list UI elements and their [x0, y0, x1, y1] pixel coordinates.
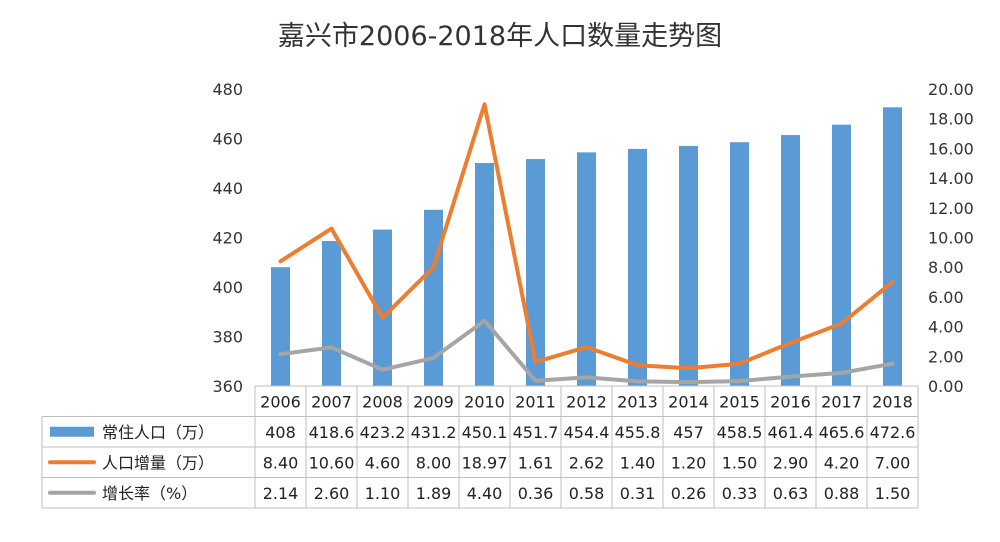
data-label: 4.60: [365, 453, 401, 472]
bar-2010: [475, 163, 494, 386]
data-label: 2.62: [569, 453, 605, 472]
data-label: 2.14: [263, 484, 299, 503]
bar-2018: [883, 107, 902, 386]
data-label: 0.26: [671, 484, 707, 503]
y-right-tick: 12.00: [928, 199, 974, 218]
y-right-tick: 20.00: [928, 80, 974, 99]
data-label: 2.60: [314, 484, 350, 503]
data-label: 418.6: [309, 423, 355, 442]
data-label: 423.2: [360, 423, 406, 442]
x-tick-label: 2012: [566, 392, 607, 411]
line-series-2: [278, 318, 895, 385]
data-label: 1.61: [518, 453, 554, 472]
x-tick-label: 2015: [719, 392, 760, 411]
data-label: 10.60: [309, 453, 355, 472]
y-left-tick: 420: [212, 229, 243, 248]
data-label: 457: [673, 423, 704, 442]
bar-2012: [577, 152, 596, 386]
data-label: 1.50: [722, 453, 758, 472]
bar-2013: [628, 148, 647, 386]
legend-label: 常住人口（万）: [102, 423, 214, 442]
y-left-tick: 480: [212, 80, 243, 99]
data-label: 472.6: [870, 423, 916, 442]
data-label: 455.8: [615, 423, 661, 442]
y-right-tick: 10.00: [928, 229, 974, 248]
y-right-tick: 2.00: [928, 347, 964, 366]
data-label: 431.2: [411, 423, 457, 442]
data-label: 4.20: [824, 453, 860, 472]
x-tick-label: 2008: [362, 392, 403, 411]
data-label: 451.7: [513, 423, 559, 442]
data-label: 8.00: [416, 453, 452, 472]
y-right-tick: 14.00: [928, 169, 974, 188]
y-left-tick: 460: [212, 130, 243, 149]
chart-title: 嘉兴市2006-2018年人口数量走势图: [277, 21, 723, 52]
y-right-tick: 0.00: [928, 377, 964, 396]
data-label: 1.10: [365, 484, 401, 503]
bar-series-group: [271, 107, 902, 386]
data-label: 0.36: [518, 484, 554, 503]
line-series-1: [278, 102, 895, 371]
data-label: 465.6: [819, 423, 865, 442]
bar-2006: [271, 267, 290, 386]
x-tick-label: 2013: [617, 392, 658, 411]
data-table: 2006 2007 2008 2009 2010 2011 2012 2013 2014 2015…: [41, 385, 919, 509]
bar-2007: [322, 240, 341, 386]
line-series-group: [278, 102, 895, 385]
x-tick-label: 2018: [872, 392, 913, 411]
data-label: 461.4: [768, 423, 814, 442]
data-label: 0.63: [773, 484, 809, 503]
legend-swatch-bar: [50, 426, 94, 437]
x-tick-label: 2011: [515, 392, 556, 411]
bar-2016: [781, 135, 800, 386]
data-label: 408: [265, 423, 296, 442]
data-label: 450.1: [462, 423, 508, 442]
y-right-tick: 4.00: [928, 318, 964, 337]
y-left-tick: 380: [212, 328, 243, 347]
data-label: 4.40: [467, 484, 503, 503]
y-right-tick: 18.00: [928, 110, 974, 129]
y-left-tick: 440: [212, 179, 243, 198]
bar-2015: [730, 142, 749, 386]
data-label: 458.5: [717, 423, 763, 442]
x-tick-label: 2010: [464, 392, 505, 411]
bar-2017: [832, 124, 851, 386]
x-tick-label: 2017: [821, 392, 862, 411]
bar-2008: [373, 229, 392, 386]
legend-label: 增长率（%）: [102, 484, 197, 503]
x-tick-label: 2009: [413, 392, 454, 411]
data-label: 1.20: [671, 453, 707, 472]
x-tick-label: 2007: [311, 392, 352, 411]
x-tick-label: 2006: [260, 392, 301, 411]
y-right-tick: 6.00: [928, 288, 964, 307]
data-label: 1.50: [875, 484, 911, 503]
y-left-tick: 360: [212, 377, 243, 396]
data-label: 0.31: [620, 484, 656, 503]
data-label: 1.40: [620, 453, 656, 472]
data-label: 0.33: [722, 484, 758, 503]
axes-group: 360 380 400 420 440 460 480 0.00 2.00 4.00 6.00 8.0…: [212, 80, 973, 396]
data-label: 1.89: [416, 484, 452, 503]
bar-2014: [679, 145, 698, 386]
data-label: 18.97: [462, 453, 508, 472]
data-label: 0.58: [569, 484, 605, 503]
data-label: 0.88: [824, 484, 860, 503]
y-right-tick: 16.00: [928, 139, 974, 158]
data-label: 8.40: [263, 453, 299, 472]
y-right-tick: 8.00: [928, 258, 964, 277]
legend-label: 人口增量（万）: [102, 453, 214, 472]
data-label: 454.4: [564, 423, 610, 442]
y-left-tick: 400: [212, 278, 243, 297]
x-tick-label: 2014: [668, 392, 709, 411]
data-label: 2.90: [773, 453, 809, 472]
x-tick-label: 2016: [770, 392, 811, 411]
data-label: 7.00: [875, 453, 911, 472]
